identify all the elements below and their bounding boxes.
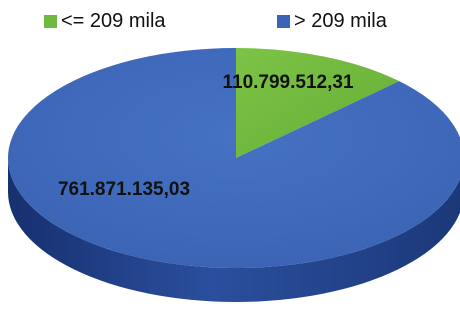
chart-legend: <= 209 mila > 209 mila	[0, 10, 460, 36]
legend-item-small: <= 209 mila	[44, 10, 166, 33]
data-label-small: 110.799.512,31	[222, 72, 353, 93]
pie-top-layer	[8, 48, 460, 268]
data-label-large: 761.871.135,03	[58, 179, 190, 200]
legend-swatch-blue	[277, 15, 290, 28]
pie-label-layer: 110.799.512,31 761.871.135,03	[58, 72, 354, 200]
pie-side-layer	[8, 158, 460, 302]
pie-slice-large	[8, 48, 460, 268]
pie-slice-small	[236, 48, 400, 158]
legend-item-large: > 209 mila	[277, 10, 387, 33]
legend-swatch-green	[44, 15, 57, 28]
legend-label-large: > 209 mila	[294, 10, 387, 32]
pie-side-wall	[8, 158, 460, 302]
legend-label-small: <= 209 mila	[61, 10, 166, 32]
